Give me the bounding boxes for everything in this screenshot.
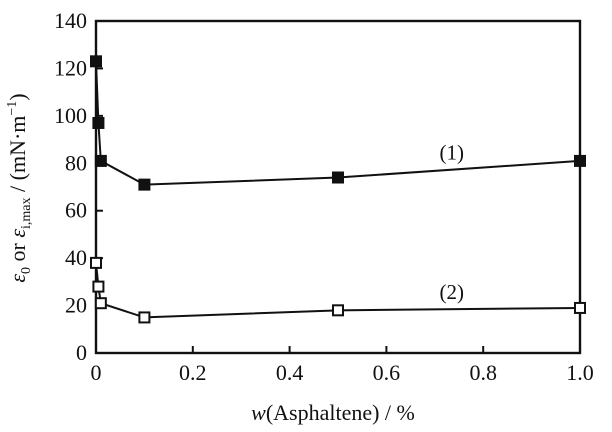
series-1-marker (92, 116, 105, 129)
series-2-marker (94, 297, 107, 310)
x-tick-label: 0.2 (179, 360, 207, 385)
plot-frame (94, 19, 582, 355)
x-tick-label: 0.4 (276, 360, 304, 385)
series-2-marker (332, 304, 344, 317)
y-tick-label: 140 (54, 8, 87, 33)
series-2-marker (90, 256, 102, 269)
y-axis-title: ε0 or εi,max / (mN·m−1) (5, 93, 34, 282)
y-tick-label: 80 (65, 150, 87, 175)
y-tick-label: 60 (65, 198, 87, 223)
series-1-marker (574, 154, 586, 167)
series-2-marker (138, 311, 151, 324)
x-tick-label: 0.6 (373, 360, 401, 385)
series-1-label: (1) (439, 141, 464, 165)
series-2-marker (574, 301, 586, 314)
series-1-marker (138, 178, 151, 191)
series-2 (90, 256, 586, 324)
x-axis-title: w(Asphaltene) / % (251, 400, 415, 425)
x-tick-label: 1.0 (566, 360, 594, 385)
series-1-marker (90, 55, 102, 68)
x-tick-label: 0.8 (469, 360, 497, 385)
series-1 (90, 55, 586, 191)
x-tick-label: 0 (91, 360, 102, 385)
series-1-line (95, 61, 581, 186)
y-tick-label: 0 (76, 340, 87, 365)
y-tick-label: 120 (54, 55, 87, 80)
series-1-marker (332, 171, 344, 184)
series-2-label: (2) (439, 280, 464, 304)
y-tick-label: 40 (65, 245, 87, 270)
series-1-marker (94, 154, 107, 167)
y-tick-label: 100 (54, 103, 87, 128)
y-tick-label: 20 (65, 293, 87, 318)
series-2-marker (92, 280, 105, 293)
